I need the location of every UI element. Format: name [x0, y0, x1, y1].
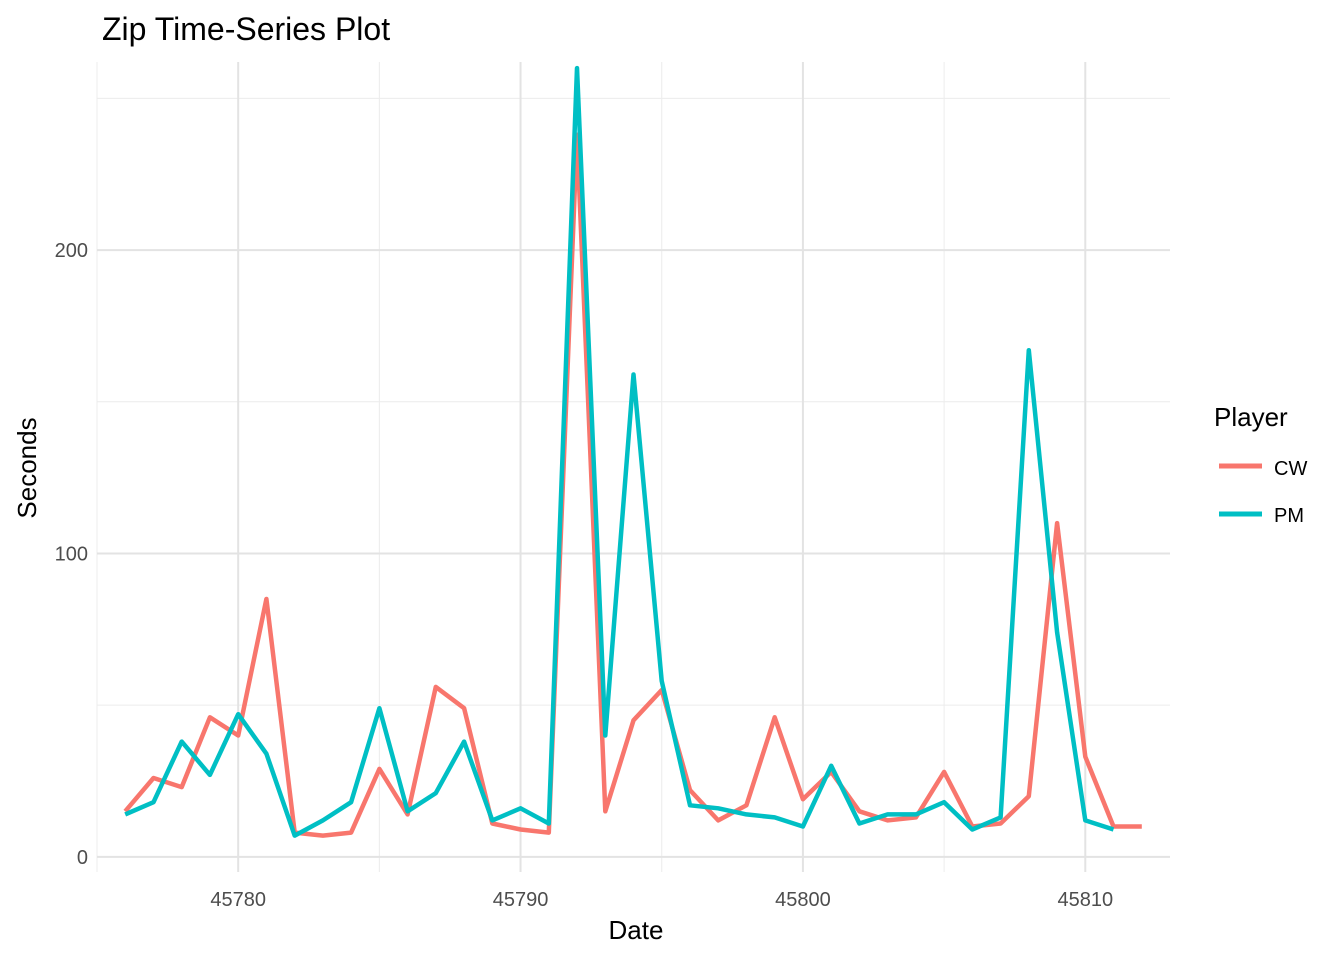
series-line-cw	[123, 132, 1142, 838]
legend-title: Player	[1214, 402, 1288, 432]
chart-title: Zip Time-Series Plot	[102, 11, 390, 47]
x-tick-label: 45780	[210, 889, 266, 911]
series-lines	[123, 65, 1142, 838]
series-line-pm	[124, 65, 1115, 838]
x-axis-title: Date	[609, 915, 664, 945]
grid	[96, 62, 1170, 872]
tick-labels: 45780 45790 45800 45810 0 100 200	[55, 240, 1113, 911]
x-tick-label: 45810	[1057, 889, 1113, 911]
legend-label-pm: PM	[1274, 505, 1304, 527]
y-tick-label: 0	[77, 847, 88, 869]
x-tick-label: 45790	[493, 889, 549, 911]
y-axis-title: Seconds	[12, 417, 42, 518]
legend: Player CW PM	[1214, 402, 1307, 527]
legend-label-cw: CW	[1274, 458, 1307, 480]
x-tick-label: 45800	[775, 889, 831, 911]
y-tick-label: 200	[55, 240, 88, 262]
y-tick-label: 100	[55, 543, 88, 565]
